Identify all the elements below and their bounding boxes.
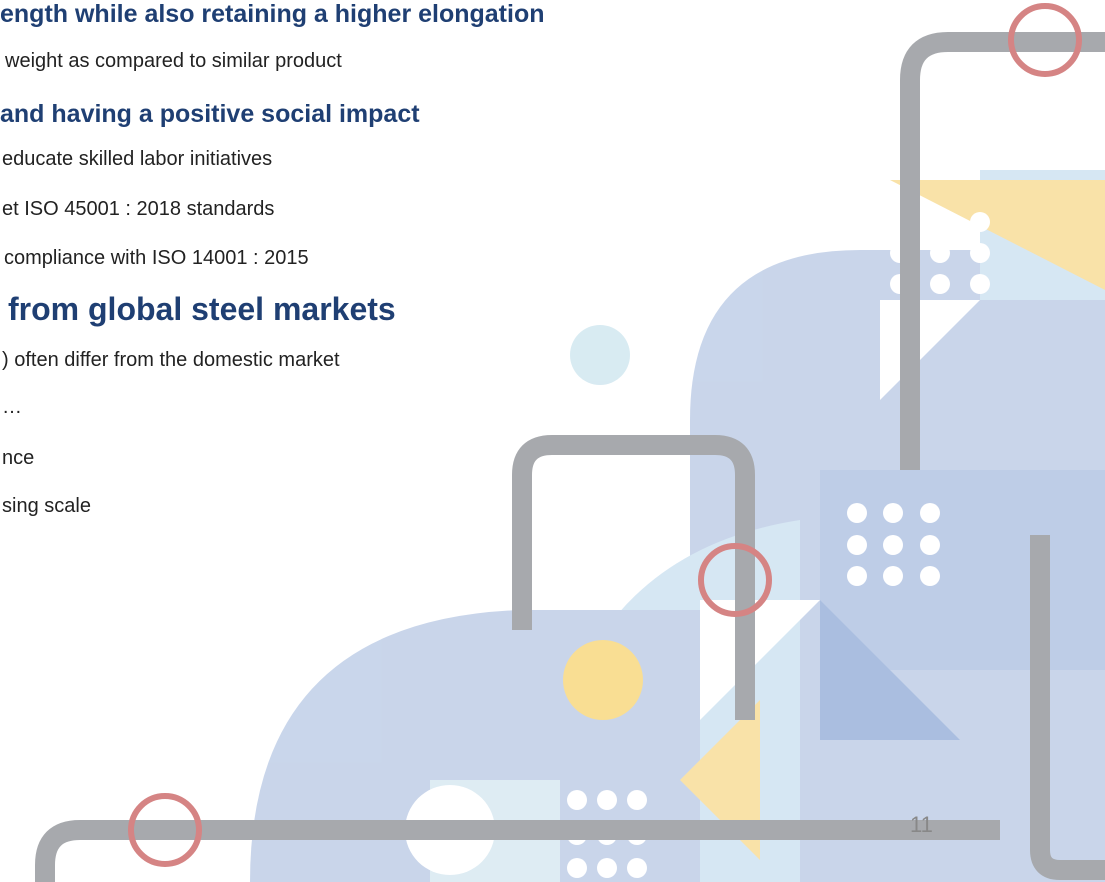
bullet: et ISO 45001 : 2018 standards (2, 198, 274, 221)
bullet: educate skilled labor initiatives (2, 148, 272, 171)
bullet: ) often differ from the domestic market (2, 349, 340, 372)
slide: ength while also retaining a higher elon… (0, 0, 1105, 882)
bullet: weight as compared to similar product (5, 50, 342, 73)
bullet: nce (2, 447, 34, 470)
heading: ength while also retaining a higher elon… (0, 0, 545, 29)
page-number: 11 (910, 812, 933, 838)
bullet: sing scale (2, 495, 91, 518)
bullet: compliance with ISO 14001 : 2015 (4, 247, 309, 270)
decoration (0, 0, 1105, 882)
heading: and having a positive social impact (0, 100, 420, 129)
bullet: … (2, 396, 22, 419)
heading: from global steel markets (8, 291, 396, 328)
